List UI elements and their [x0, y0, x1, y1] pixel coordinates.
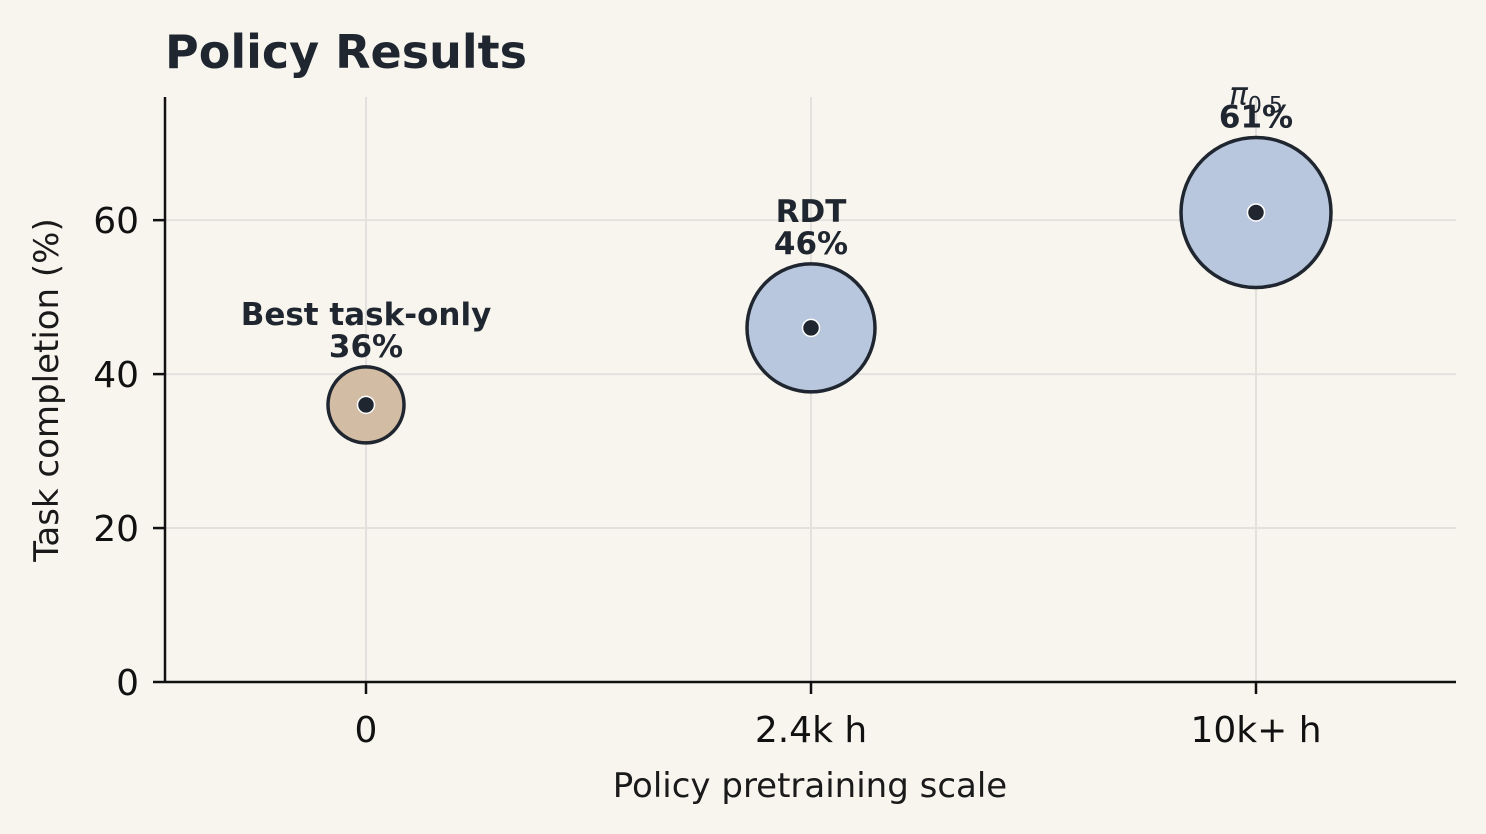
data-point-marker [356, 395, 376, 415]
y-tick-label: 0 [116, 663, 139, 704]
data-point-marker [1246, 203, 1266, 222]
x-tick-label: 0 [355, 710, 378, 751]
y-tick-label: 60 [93, 201, 139, 242]
points: 36%Best task-only 46%RDT 61%π0.5 [241, 76, 1333, 445]
chart-title: Policy Results [165, 25, 527, 79]
data-point-marker [801, 318, 821, 338]
x-tick-label: 10k+ h [1190, 710, 1321, 751]
data-value-label: 36% [329, 329, 403, 365]
y-axis-label: Task completion (%) [27, 218, 67, 563]
x-tick-label: 2.4k h [755, 710, 867, 751]
x-axis-label: Policy pretraining scale [613, 766, 1007, 806]
data-value-label: 46% [774, 226, 848, 262]
y-tick-label: 40 [93, 355, 139, 396]
y-tick-label: 20 [93, 509, 139, 550]
ticks: 0 20 40 60 0 2.4k h 10k+ h [93, 201, 1321, 751]
data-value-label: 61% [1219, 99, 1293, 135]
data-series-label: RDT [776, 194, 847, 230]
data-series-label: Best task-only [241, 297, 492, 333]
data-series-label: π0.5 [1229, 76, 1283, 118]
